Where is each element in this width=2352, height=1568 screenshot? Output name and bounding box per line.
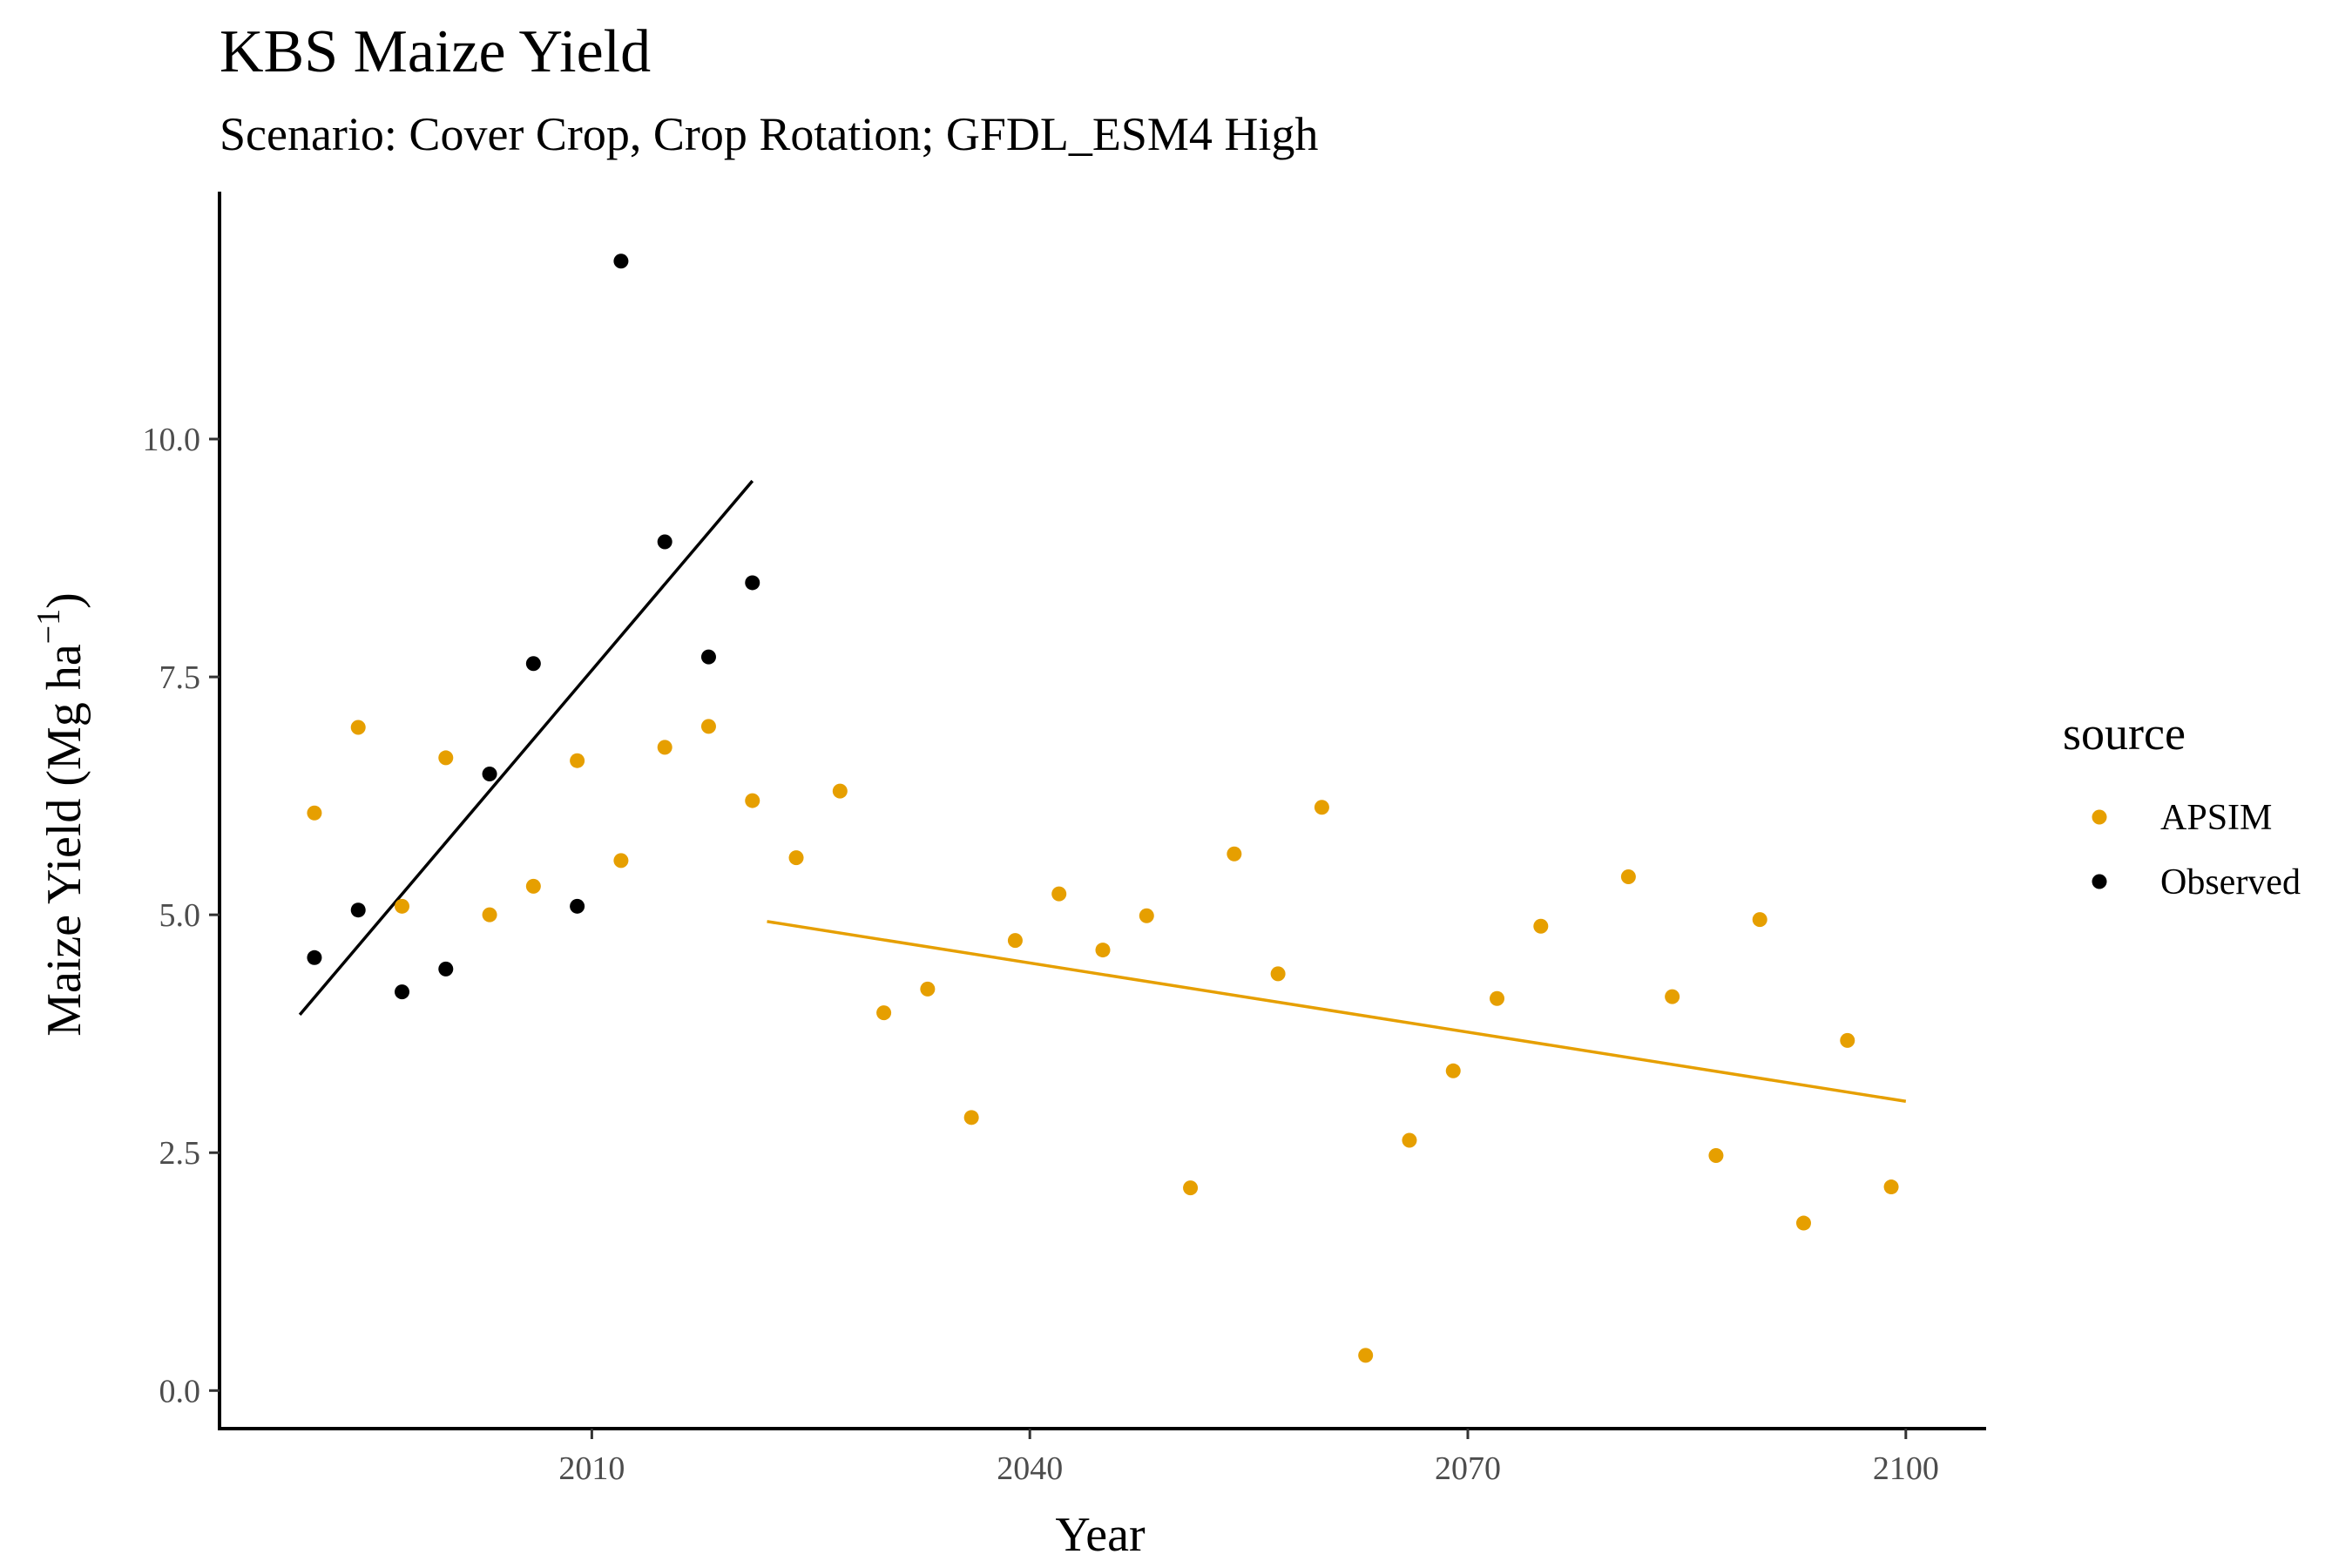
apsim-point: [700, 719, 716, 734]
legend-key-apsim: [2092, 809, 2107, 825]
y-tick-label: 0.0: [159, 1373, 201, 1409]
x-tick-label: 2070: [1435, 1450, 1501, 1487]
apsim-point: [1795, 1215, 1811, 1231]
y-tick-label: 7.5: [159, 659, 201, 696]
observed-point: [395, 984, 410, 1000]
apsim-point: [1752, 912, 1767, 928]
y-axis-title-close: ): [37, 592, 91, 609]
apsim-point: [1183, 1180, 1199, 1196]
apsim-point: [307, 805, 322, 821]
y-axis-title-superscript: −1: [30, 609, 67, 644]
apsim-point: [1095, 943, 1111, 958]
observed-point: [700, 649, 716, 665]
x-axis-title: Year: [1055, 1508, 1146, 1562]
observed-trend-line: [298, 479, 754, 1016]
chart-subtitle: Scenario: Cover Crop, Crop Rotation; GFD…: [220, 108, 1318, 160]
legend-key-observed: [2092, 874, 2107, 889]
legend: source APSIM Observed: [2063, 707, 2301, 902]
apsim-point: [1708, 1148, 1724, 1164]
apsim-point: [395, 898, 410, 914]
x-tick-label: 2100: [1873, 1450, 1939, 1487]
observed-point: [525, 656, 541, 672]
observed-point: [438, 961, 454, 977]
apsim-point: [570, 753, 585, 768]
apsim-point: [876, 1005, 892, 1021]
x-axis-ticks: 2010 2040 2070 2100: [558, 1429, 1939, 1487]
apsim-point: [1490, 990, 1505, 1006]
observed-point: [613, 253, 629, 269]
y-axis-ticks: 0.0 2.5 5.0 7.5 10.0: [143, 422, 220, 1409]
observed-point: [307, 950, 322, 965]
observed-point: [350, 902, 366, 918]
apsim-point: [613, 853, 629, 868]
apsim-point: [1358, 1348, 1374, 1363]
apsim-point: [1402, 1132, 1417, 1148]
apsim-point: [657, 740, 672, 755]
apsim-point: [438, 750, 454, 766]
apsim-point: [1445, 1063, 1461, 1078]
apsim-point: [832, 783, 848, 799]
apsim-point: [1533, 918, 1549, 934]
apsim-point: [1051, 886, 1067, 902]
y-tick-label: 2.5: [159, 1135, 201, 1172]
y-axis-title: Maize Yield (Mg ha−1): [30, 592, 91, 1037]
apsim-point: [350, 720, 366, 735]
apsim-point: [745, 793, 760, 808]
chart-title: KBS Maize Yield: [220, 18, 651, 85]
apsim-point: [1840, 1032, 1855, 1048]
apsim-point: [482, 907, 497, 923]
apsim-point: [920, 981, 936, 997]
apsim-point: [1227, 846, 1242, 862]
apsim-point: [525, 878, 541, 894]
observed-point: [570, 898, 585, 914]
x-tick-label: 2040: [997, 1450, 1063, 1487]
plot-area: [298, 253, 1907, 1363]
y-tick-label: 10.0: [143, 422, 201, 458]
observed-point: [482, 766, 497, 781]
apsim-point: [788, 850, 804, 866]
apsim-point: [1007, 933, 1023, 949]
apsim-trend-line: [767, 920, 1907, 1103]
legend-title: source: [2063, 707, 2186, 760]
observed-point: [657, 534, 672, 550]
y-tick-label: 5.0: [159, 897, 201, 934]
apsim-point: [1665, 989, 1680, 1004]
apsim-point: [1620, 868, 1636, 884]
x-tick-label: 2010: [558, 1450, 625, 1487]
legend-label-apsim: APSIM: [2160, 798, 2272, 838]
observed-point: [745, 575, 760, 591]
apsim-point: [1139, 908, 1154, 923]
legend-label-observed: Observed: [2160, 862, 2301, 902]
apsim-point: [1314, 800, 1329, 815]
y-axis-title-main: Maize Yield (Mg ha: [37, 644, 91, 1037]
apsim-point: [1883, 1179, 1899, 1195]
apsim-point: [1270, 966, 1286, 982]
apsim-point: [963, 1110, 979, 1125]
